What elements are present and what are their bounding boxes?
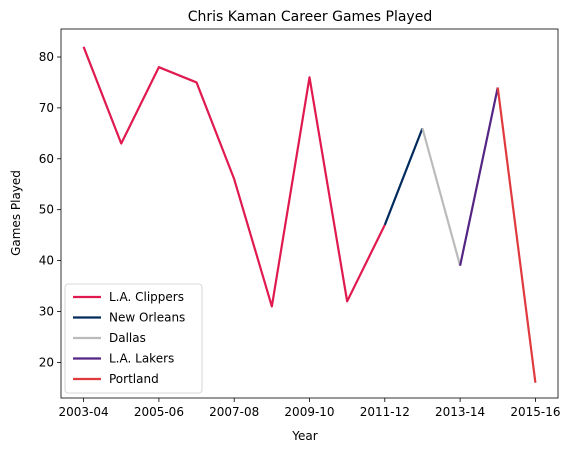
legend: L.A. Clippers New Orleans Dallas L.A. Laker… bbox=[64, 283, 203, 394]
legend-label-3: L.A. Lakers bbox=[109, 352, 174, 366]
y-tick-label-6: 80 bbox=[39, 50, 54, 64]
legend-box bbox=[64, 283, 203, 394]
y-tick-label-4: 60 bbox=[39, 152, 54, 166]
legend-label-2: Dallas bbox=[109, 331, 146, 345]
series-line-0 bbox=[82, 46, 386, 308]
legend-label-0: L.A. Clippers bbox=[109, 290, 184, 304]
series-line-3 bbox=[459, 87, 499, 266]
series-line-4 bbox=[496, 87, 537, 383]
x-tick-label-6: 2015-16 bbox=[510, 405, 560, 419]
y-axis-label: Games Played bbox=[9, 170, 23, 256]
x-axis: 2003-04 2005-06 2007-08 2009-10 2011-12 2013-… bbox=[59, 398, 560, 419]
y-tick-label-2: 40 bbox=[39, 254, 54, 268]
y-tick-label-3: 50 bbox=[39, 203, 54, 217]
legend-label-4: Portland bbox=[109, 372, 159, 386]
y-axis: 20 30 40 50 60 70 80 bbox=[39, 50, 61, 369]
x-tick-label-0: 2003-04 bbox=[59, 405, 109, 419]
chart-title: Chris Kaman Career Games Played bbox=[188, 9, 432, 25]
x-tick-label-4: 2011-12 bbox=[360, 405, 410, 419]
legend-label-1: New Orleans bbox=[109, 311, 185, 325]
series-line-1 bbox=[383, 127, 424, 226]
y-tick-label-1: 30 bbox=[39, 304, 54, 318]
plot-lines bbox=[82, 46, 537, 383]
x-tick-label-1: 2005-06 bbox=[134, 405, 184, 419]
y-tick-label-5: 70 bbox=[39, 101, 54, 115]
x-tick-label-3: 2009-10 bbox=[284, 405, 334, 419]
x-tick-label-5: 2013-14 bbox=[435, 405, 485, 419]
y-tick-label-0: 20 bbox=[39, 355, 54, 369]
series-line-2 bbox=[421, 127, 462, 266]
x-axis-label: Year bbox=[291, 429, 317, 443]
x-tick-label-2: 2007-08 bbox=[209, 405, 259, 419]
